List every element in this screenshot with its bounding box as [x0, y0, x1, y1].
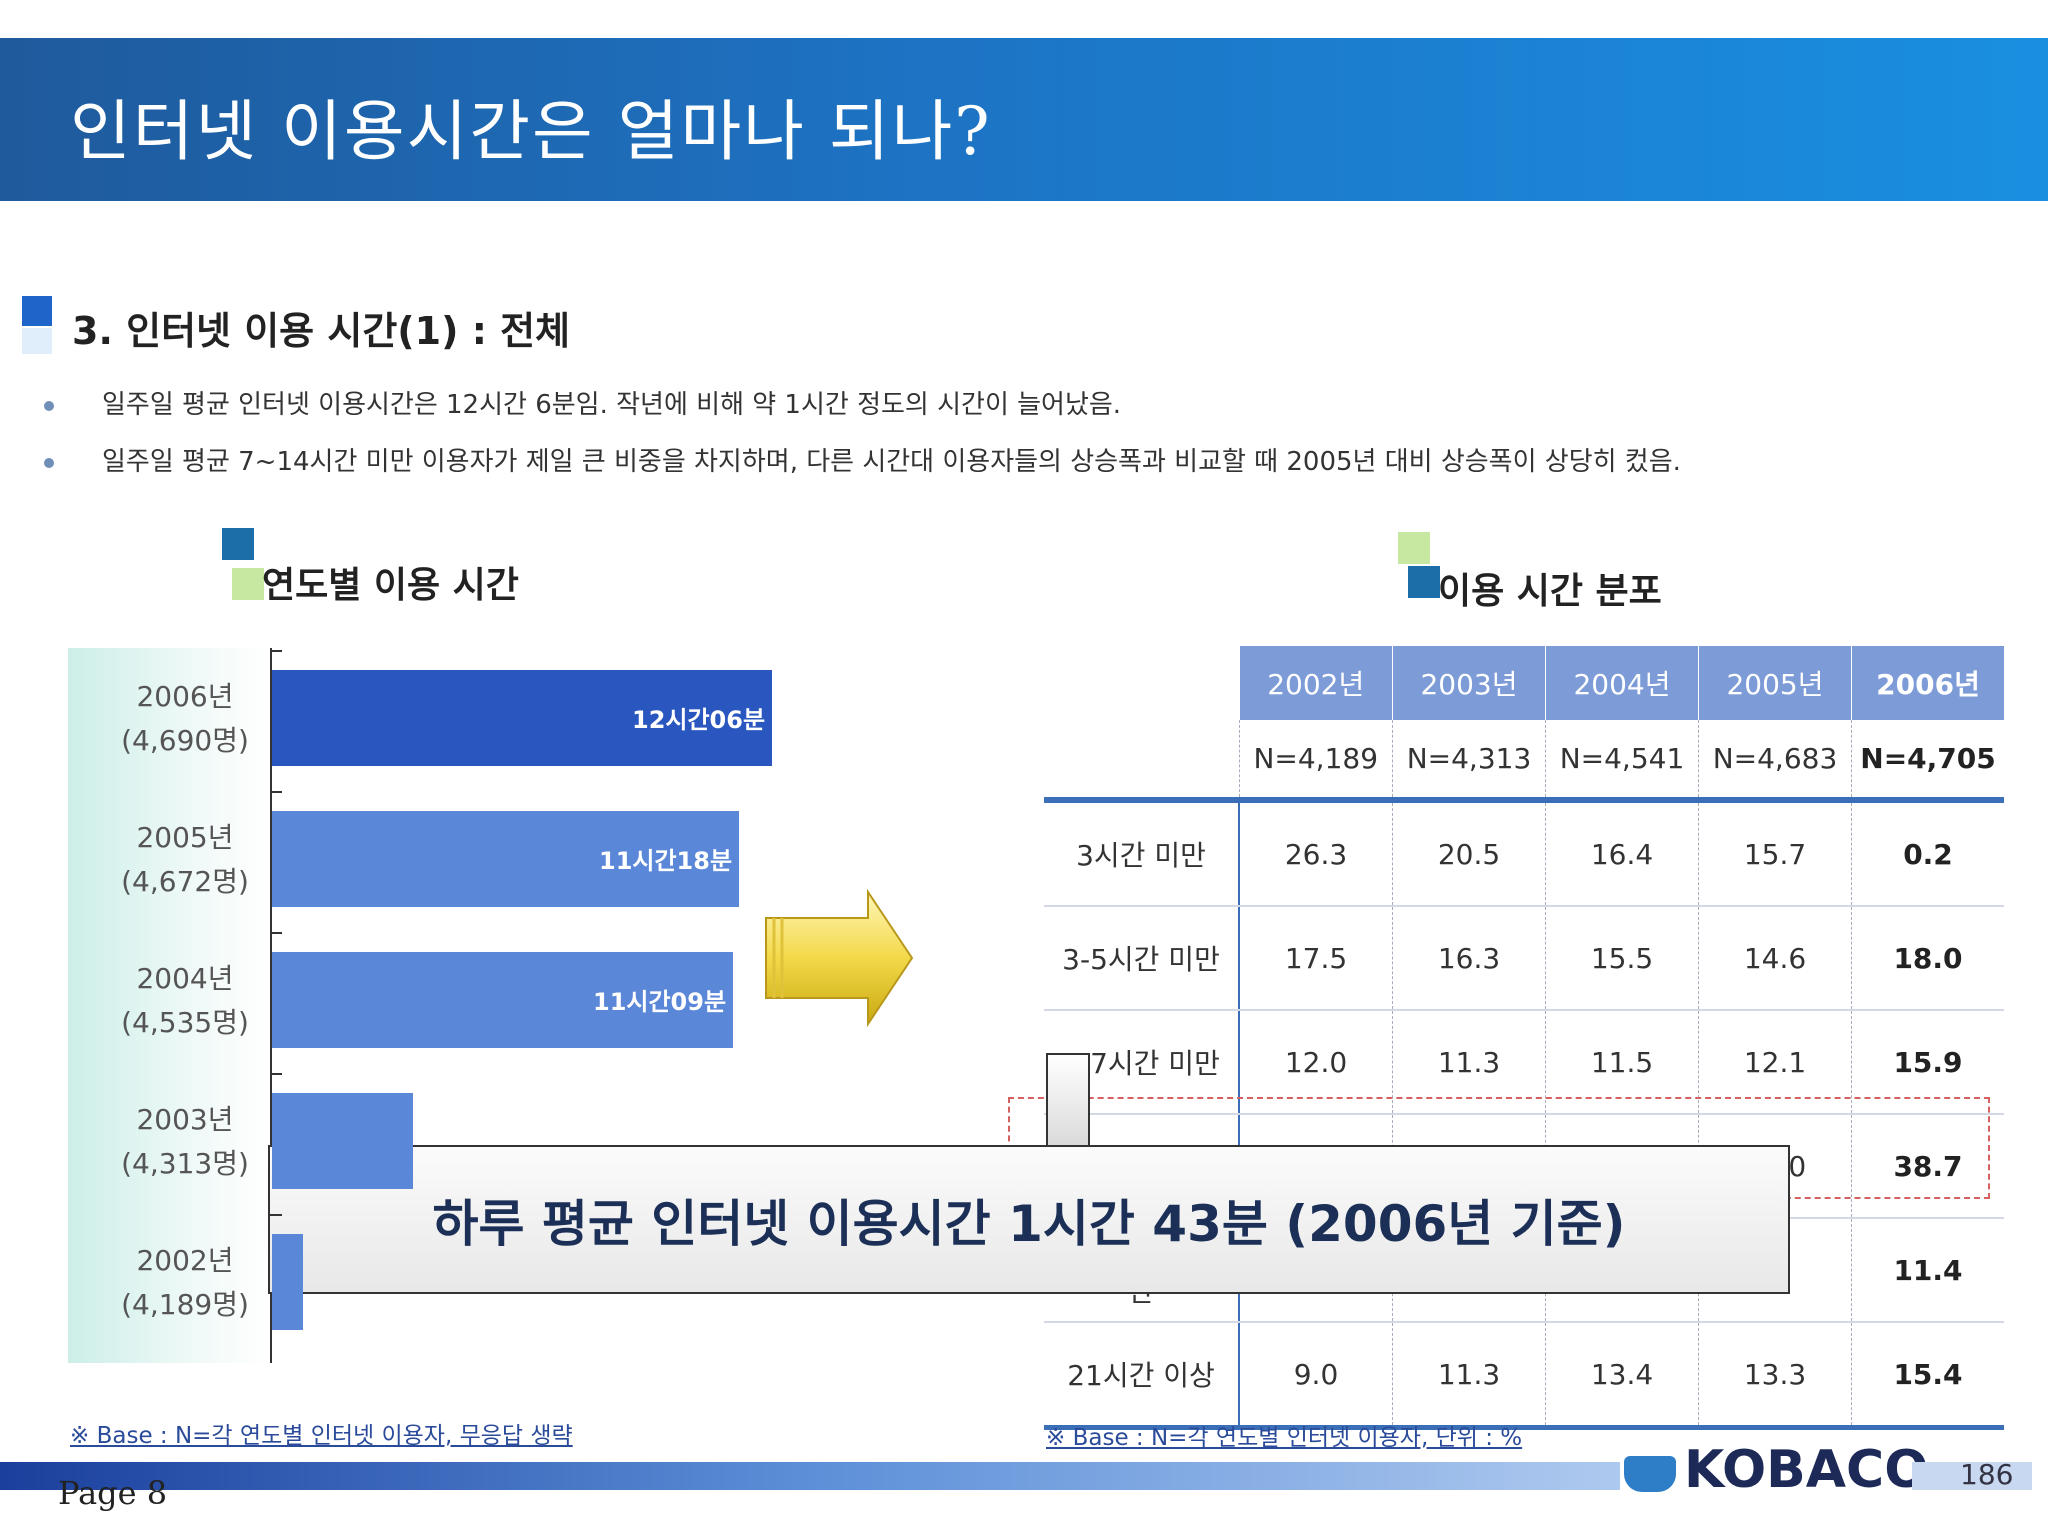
axis-tick: [270, 650, 282, 652]
bullet-icon: [44, 400, 54, 411]
table-cell: 17.5: [1238, 906, 1393, 1011]
section-title: 3. 인터넷 이용 시간(1) : 전체: [72, 309, 571, 353]
table-cell: 13.4: [1545, 1322, 1699, 1430]
table-cell: 20.5: [1392, 800, 1546, 907]
table-cell: 16.3: [1392, 906, 1546, 1011]
bar-n-label: (4,189명): [121, 1288, 249, 1321]
table-n-cell: N=4,683: [1698, 720, 1852, 802]
bar-n-label: (4,690명): [121, 724, 249, 757]
bar-year-label: 2005년: [136, 821, 234, 854]
table-header-cell: 2003년: [1392, 646, 1546, 720]
bullet-item: 일주일 평균 7~14시간 미만 이용자가 제일 큰 비중을 차지하며, 다른 …: [44, 441, 1681, 478]
bar-value-label: 12시간06분: [632, 706, 766, 734]
table-n-cell: N=4,189: [1238, 720, 1393, 802]
bar: [272, 811, 739, 907]
left-base-note: ※ Base : N=각 연도별 인터넷 이용자, 무응답 생략: [70, 1423, 573, 1449]
bar-year-label: 2004년: [136, 962, 234, 995]
bar-category-label: 2003년 (4,313명): [90, 1098, 280, 1186]
bar-category-label: 2002년 (4,189명): [90, 1239, 280, 1327]
bar-category-label: 2005년 (4,672명): [90, 816, 280, 904]
table-row-label: 3-5시간 미만: [1044, 906, 1240, 1011]
table-cell: 15.4: [1851, 1322, 2004, 1430]
callout-pointer: [1046, 1053, 1090, 1151]
callout-box: 하루 평균 인터넷 이용시간 1시간 43분 (2006년 기준): [268, 1145, 1790, 1294]
bar-year-label: 2002년: [136, 1244, 234, 1277]
bar-value-label: 11시간18분: [599, 847, 733, 875]
bar-year-label: 2003년: [136, 1103, 234, 1136]
table-header-cell: 2006년: [1851, 646, 2004, 720]
bar-n-label: (4,313명): [121, 1147, 249, 1180]
table-header-cell: 2005년: [1698, 646, 1852, 720]
table-cell: 26.3: [1238, 800, 1393, 907]
bar-category-label: 2004년 (4,535명): [90, 957, 280, 1045]
table-cell: 38.7: [1851, 1114, 2004, 1219]
slide-number: 186: [1960, 1458, 2014, 1491]
axis-tick: [270, 932, 282, 934]
bar: [272, 1234, 303, 1330]
heading-square-icon: [222, 528, 254, 560]
table-cell: 15.7: [1698, 800, 1852, 907]
table-cell: 0.2: [1851, 800, 2004, 907]
table-cell: 9.0: [1238, 1322, 1393, 1430]
heading-square-icon: [232, 568, 264, 600]
footer-logo: KOBACO: [1684, 1440, 1929, 1500]
bar-category-label: 2006년 (4,690명): [90, 675, 280, 763]
bar-year-label: 2006년: [136, 680, 234, 713]
section-marker-icon: [22, 296, 52, 358]
slide-number-background: [1912, 1462, 2032, 1490]
right-base-note: ※ Base : N=각 연도별 인터넷 이용자, 단위 : %: [1046, 1425, 1523, 1451]
table-cell: 16.4: [1545, 800, 1699, 907]
table-n-cell: N=4,705: [1851, 720, 2004, 802]
table-cell: 15.5: [1545, 906, 1699, 1011]
bullet-item: 일주일 평균 인터넷 이용시간은 12시간 6분임. 작년에 비해 약 1시간 …: [44, 384, 1121, 421]
bar-value-label: 11시간09분: [593, 988, 727, 1016]
table-header-cell: 2002년: [1238, 646, 1393, 720]
bar-n-label: (4,535명): [121, 1006, 249, 1039]
table-cell: 18.0: [1851, 906, 2004, 1011]
page-label: Page 8: [58, 1474, 168, 1512]
kobaco-logo-icon: [1624, 1456, 1676, 1492]
table-cell: 14.6: [1698, 906, 1852, 1011]
heading-square-icon: [1408, 566, 1440, 598]
table-row-label: 3시간 미만: [1044, 800, 1240, 907]
table-row-label: 21시간 이상: [1044, 1322, 1240, 1430]
table-n-cell: N=4,313: [1392, 720, 1546, 802]
page-title: 인터넷 이용시간은 얼마나 되나?: [70, 93, 992, 170]
bar: [272, 1093, 413, 1189]
bullet-text: 일주일 평균 7~14시간 미만 이용자가 제일 큰 비중을 차지하며, 다른 …: [102, 447, 1681, 477]
table-cell: 11.3: [1392, 1322, 1546, 1430]
axis-tick: [270, 1214, 282, 1216]
table-header-cell: 2004년: [1545, 646, 1699, 720]
table-cell: 13.3: [1698, 1322, 1852, 1430]
table-n-cell: N=4,541: [1545, 720, 1699, 802]
table-cell: 11.4: [1851, 1218, 2004, 1323]
bullet-icon: [44, 457, 54, 468]
bar-n-label: (4,672명): [121, 865, 249, 898]
usage-distribution-table: 2002년 2003년 2004년 2005년 2006년 N=4,189 N=…: [1044, 646, 2004, 1430]
callout-text: 하루 평균 인터넷 이용시간 1시간 43분 (2006년 기준): [432, 1194, 1626, 1253]
axis-tick: [270, 791, 282, 793]
bullet-text: 일주일 평균 인터넷 이용시간은 12시간 6분임. 작년에 비해 약 1시간 …: [102, 390, 1122, 420]
bar: [272, 670, 772, 766]
left-panel-title: 연도별 이용 시간: [262, 565, 519, 606]
footer-bar: [0, 1462, 1620, 1490]
heading-square-icon: [1398, 532, 1430, 564]
chart-axis: [270, 648, 272, 1363]
axis-tick: [270, 1073, 282, 1075]
chart-label-background: [68, 648, 268, 1363]
right-arrow-icon: [765, 888, 914, 1028]
right-panel-title: 이용 시간 분포: [1438, 571, 1662, 612]
bar: [272, 952, 733, 1048]
title-banner: 인터넷 이용시간은 얼마나 되나?: [0, 38, 2048, 201]
